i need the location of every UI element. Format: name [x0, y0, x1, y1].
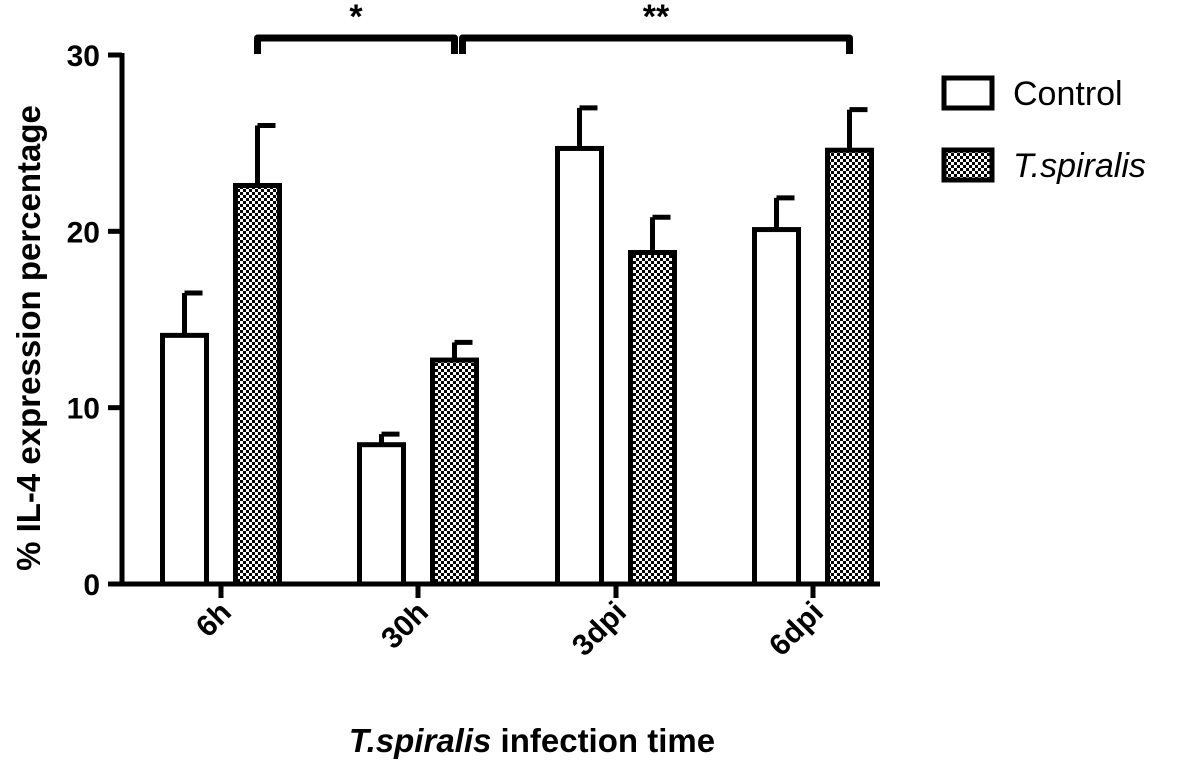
bar-control-6h: [160, 332, 209, 587]
legend-label-control: Control: [1013, 75, 1123, 113]
x-axis-title-rest: infection time: [491, 722, 715, 759]
legend-swatch-tspiralis: [941, 147, 995, 183]
legend-swatch-control: [941, 75, 995, 111]
bar-tspiralis-30h: [430, 357, 479, 587]
category-label-3dpi: 3dpi: [566, 596, 633, 663]
x-axis-title: T.spiralis infection time: [349, 722, 715, 759]
y-tick-label-0: 0: [83, 569, 100, 602]
significance-bracket-2: [459, 34, 853, 54]
y-tick-label-30: 30: [67, 40, 100, 73]
bar-tspiralis-6dpi: [825, 147, 874, 587]
bar-control-3dpi: [555, 145, 604, 587]
x-axis-title-italic: T.spiralis: [349, 722, 491, 759]
error-bars-layer: [182, 105, 868, 445]
category-label-6dpi: 6dpi: [763, 596, 830, 663]
bar-tspiralis-3dpi: [628, 249, 677, 587]
bar-control-30h: [357, 442, 406, 587]
significance-bracket-1: [254, 34, 458, 54]
significance-label-2: **: [643, 0, 670, 36]
y-tick-label-20: 20: [67, 216, 100, 249]
legend-label-tspiralis: T.spiralis: [1013, 147, 1146, 185]
bars-layer: [160, 145, 874, 587]
bar-tspiralis-6h: [233, 182, 282, 587]
legend: Control T.spiralis: [941, 75, 1146, 185]
category-label-30h: 30h: [375, 596, 435, 656]
y-tick-label-10: 10: [67, 393, 100, 426]
category-label-6h: 6h: [190, 596, 238, 644]
significance-label-1: *: [349, 0, 363, 36]
bar-control-6dpi: [752, 227, 801, 587]
significance-layer: * **: [254, 0, 853, 54]
y-axis-title: % IL-4 expression percentage: [10, 105, 47, 571]
